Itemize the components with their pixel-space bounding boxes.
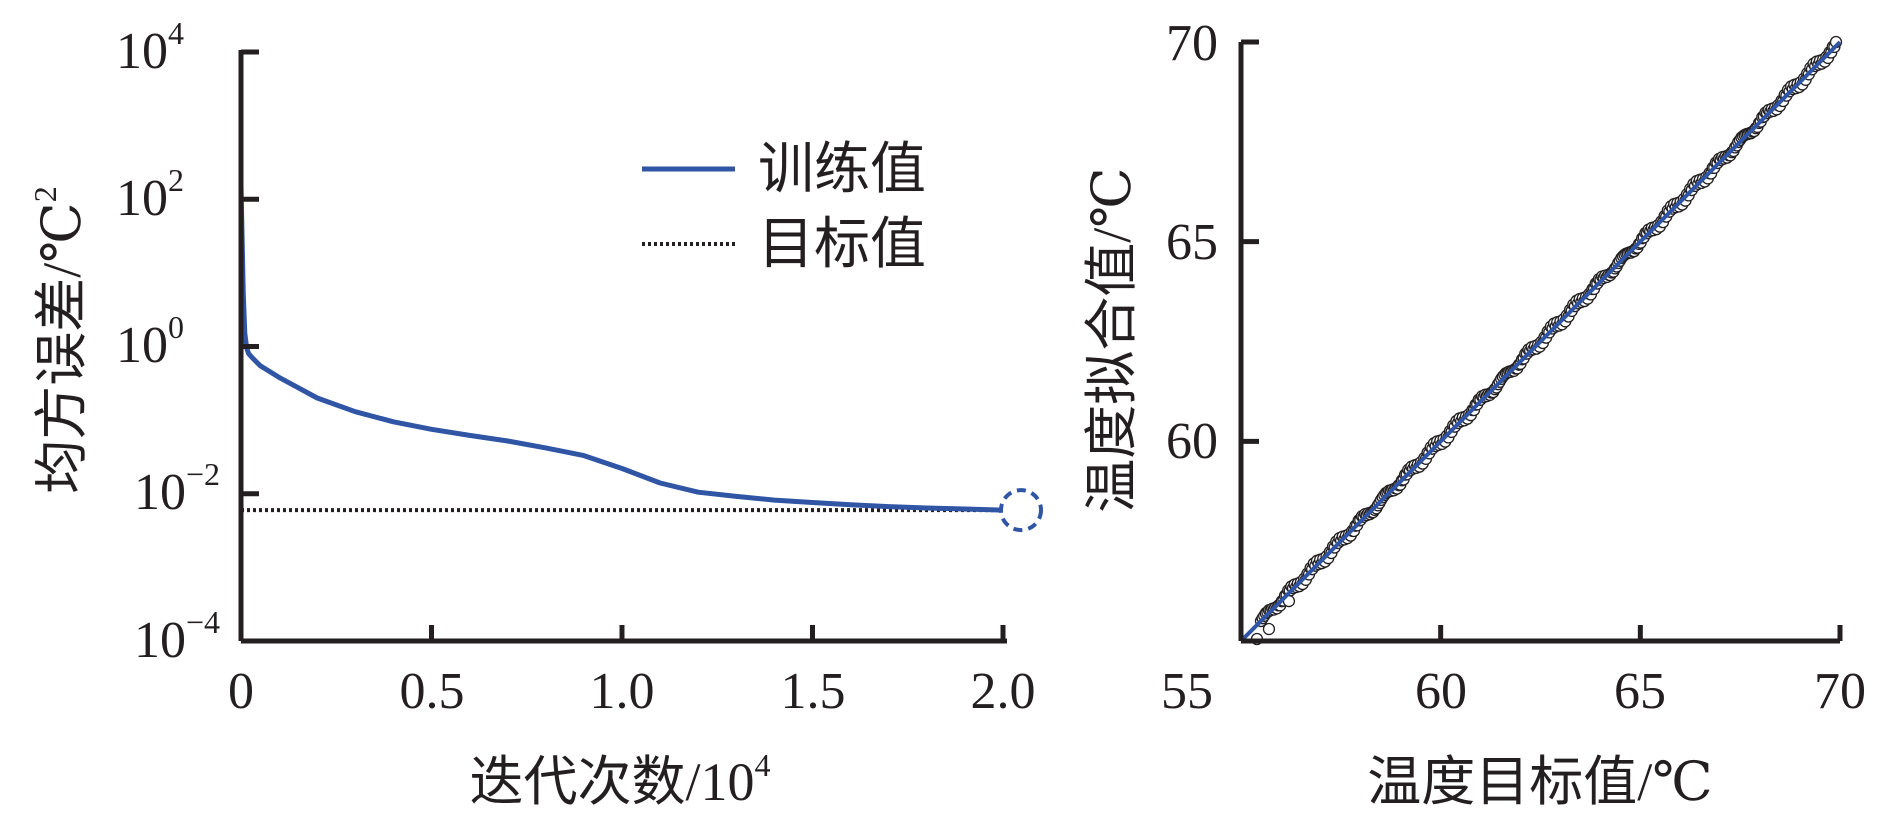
legend-train-label: 训练值: [758, 139, 926, 201]
left-ytick-label-1e4: 104: [116, 15, 184, 80]
left-legend: 训练值 目标值: [642, 139, 926, 276]
right-xtick-label-65: 65: [1614, 663, 1666, 720]
left-ytick-label-1e-2: 10−2: [134, 456, 220, 521]
left-xtick-label-1.0: 1.0: [590, 663, 655, 720]
left-chart: 104 102 100 10−2 10−4 0 0.5 1.0 1.5 2.0 …: [27, 15, 1043, 812]
right-ytick-label-60: 60: [1166, 413, 1218, 470]
scatter-point: [1262, 622, 1276, 636]
right-ticks: [1241, 39, 1843, 641]
endpoint-dashed-circle: [999, 488, 1043, 533]
left-ytick-label-1e-4: 10−4: [134, 604, 220, 669]
right-ytick-label-65: 65: [1166, 214, 1218, 271]
train-series-line: [238, 186, 1004, 513]
fit-line: [1239, 40, 1842, 643]
right-xtick-label-70: 70: [1814, 663, 1866, 720]
left-ticks: [238, 49, 1006, 644]
right-xtick-label-55: 55: [1161, 663, 1213, 720]
left-xtick-label-0: 0: [228, 663, 254, 720]
left-xtick-label-1.5: 1.5: [781, 663, 846, 720]
left-plot-area: [238, 186, 1043, 533]
left-ytick-label-1e0: 100: [116, 309, 184, 374]
left-y-axis-title: 均方误差/℃2: [27, 186, 92, 493]
right-chart: 70 65 60 55 60 65 70 温度目标值/℃ 温度拟合值/℃: [1082, 15, 1866, 812]
right-plot-area: [1239, 35, 1843, 646]
legend-target-label: 目标值: [758, 214, 926, 276]
left-xtick-label-0.5: 0.5: [400, 663, 465, 720]
left-xtick-label-2.0: 2.0: [971, 663, 1036, 720]
right-xtick-label-60: 60: [1415, 663, 1467, 720]
right-y-axis-title: 温度拟合值/℃: [1082, 167, 1142, 512]
left-ytick-label-1e2: 102: [116, 162, 184, 227]
right-ytick-label-70: 70: [1166, 15, 1218, 72]
left-x-axis-title: 迭代次数/104: [469, 747, 770, 812]
right-x-axis-title: 温度目标值/℃: [1367, 752, 1712, 812]
